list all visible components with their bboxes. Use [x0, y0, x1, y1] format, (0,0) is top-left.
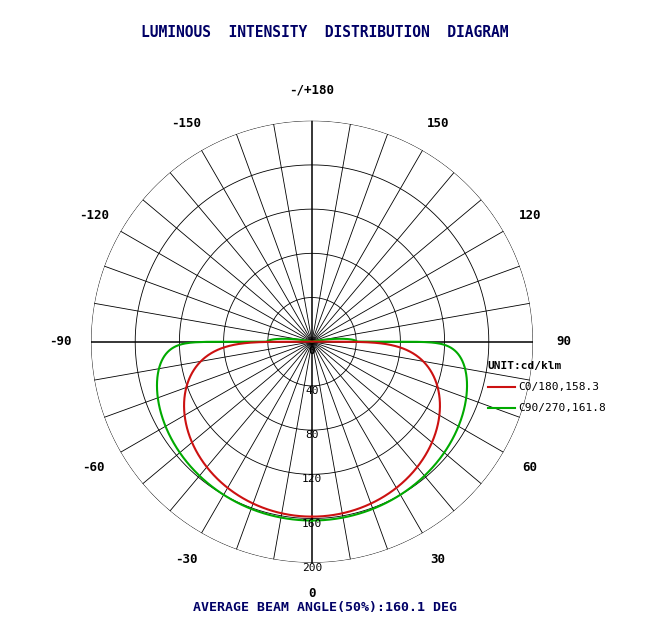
Text: -90: -90 [49, 335, 72, 348]
Text: 120: 120 [519, 209, 541, 222]
Text: 200: 200 [302, 562, 322, 572]
Text: 90: 90 [556, 335, 571, 348]
Text: 60: 60 [523, 461, 538, 474]
Text: -120: -120 [79, 209, 109, 222]
Text: C0/180,158.3: C0/180,158.3 [518, 382, 599, 392]
Text: -/+180: -/+180 [289, 83, 335, 97]
Text: 0: 0 [309, 346, 315, 356]
Text: 160: 160 [302, 519, 322, 529]
Text: 40: 40 [306, 386, 318, 396]
Text: -30: -30 [175, 554, 198, 566]
Text: 30: 30 [430, 554, 445, 566]
Text: 80: 80 [306, 430, 318, 440]
Text: LUMINOUS  INTENSITY  DISTRIBUTION  DIAGRAM: LUMINOUS INTENSITY DISTRIBUTION DIAGRAM [141, 25, 509, 40]
Text: -60: -60 [83, 461, 105, 474]
Text: 0: 0 [308, 587, 316, 600]
Text: UNIT:cd/klm: UNIT:cd/klm [488, 361, 562, 371]
Text: C90/270,161.8: C90/270,161.8 [518, 403, 606, 413]
Text: -150: -150 [171, 117, 201, 130]
Text: AVERAGE BEAM ANGLE(50%):160.1 DEG: AVERAGE BEAM ANGLE(50%):160.1 DEG [193, 601, 457, 614]
Text: 150: 150 [426, 117, 449, 130]
Text: 120: 120 [302, 474, 322, 484]
